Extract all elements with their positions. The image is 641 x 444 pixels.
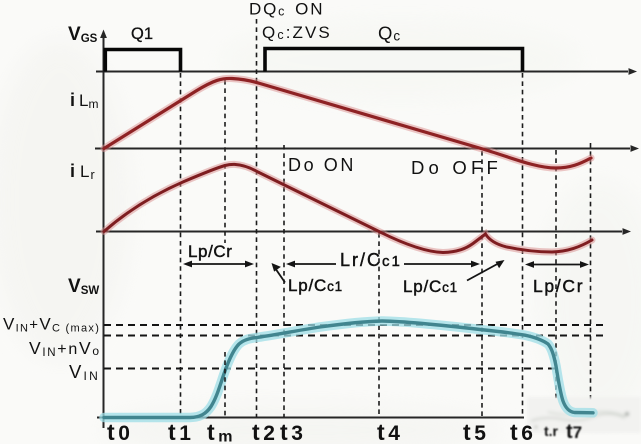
svg-text:Lp/Cc1: Lp/Cc1 <box>288 276 343 295</box>
svg-text:VIN+nVo: VIN+nVo <box>29 338 101 359</box>
svg-text:t5: t5 <box>463 419 490 444</box>
svg-text:Q1: Q1 <box>131 25 153 43</box>
svg-text:t.r: t.r <box>544 423 559 439</box>
svg-text:Lp/Cc1: Lp/Cc1 <box>403 277 458 296</box>
svg-text:t0: t0 <box>107 419 134 444</box>
svg-text:Qc: Qc <box>378 23 401 44</box>
svg-text:t3: t3 <box>280 419 307 444</box>
svg-text:t1: t1 <box>168 419 195 444</box>
svg-text:Lp/Cr: Lp/Cr <box>533 276 584 296</box>
svg-text:Qc:ZVS: Qc:ZVS <box>262 23 332 42</box>
svg-text:t6: t6 <box>510 419 537 444</box>
svg-text:t7: t7 <box>566 421 582 443</box>
svg-text:t4: t4 <box>377 419 404 444</box>
svg-text:Do ON: Do ON <box>288 155 356 175</box>
svg-text:t2: t2 <box>252 419 279 444</box>
svg-text:Lp/Cr: Lp/Cr <box>188 242 233 261</box>
svg-text:Lr/Cc1: Lr/Cc1 <box>340 250 402 270</box>
svg-text:Do OFF: Do OFF <box>411 157 502 178</box>
